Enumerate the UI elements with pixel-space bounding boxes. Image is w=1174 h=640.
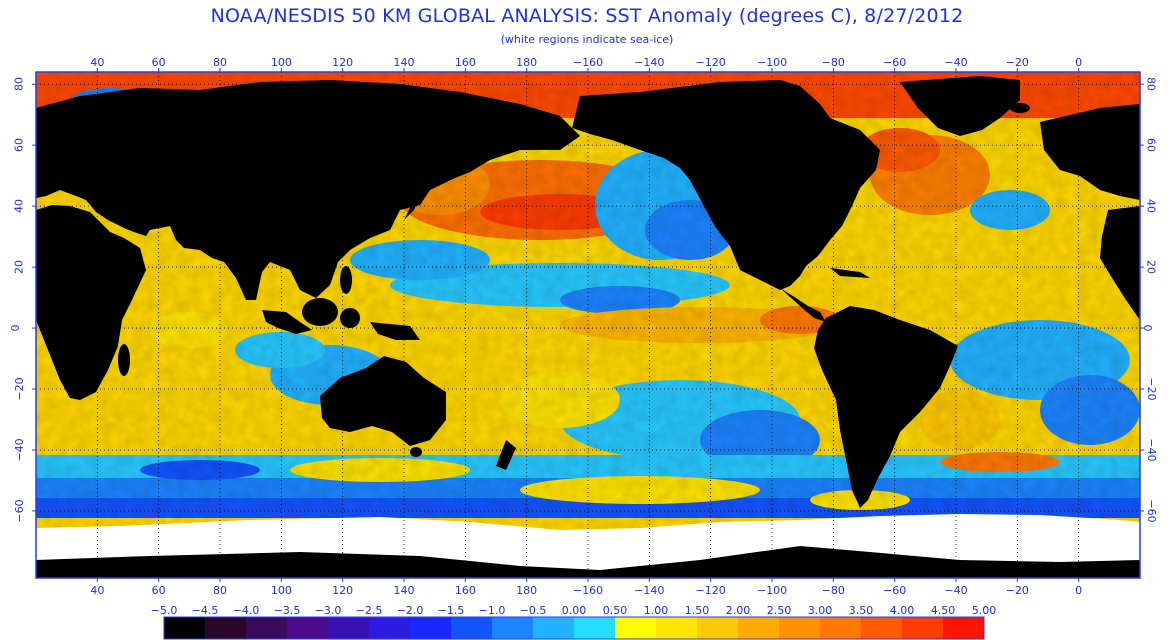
map-subtitle: (white regions indicate sea-ice) xyxy=(500,33,674,46)
colorbar-label: −4.5 xyxy=(191,604,219,617)
australia-land xyxy=(320,356,446,446)
top-lon-label: −20 xyxy=(1005,56,1029,69)
bottom-lon-label: 140 xyxy=(393,584,415,597)
colorbar-swatch xyxy=(451,617,493,639)
bottom-lon-label: 160 xyxy=(454,584,476,597)
bottom-lon-label: −120 xyxy=(695,584,726,597)
top-lon-label: −120 xyxy=(695,56,726,69)
top-lon-label: −140 xyxy=(634,56,665,69)
top-lon-label: 0 xyxy=(1075,56,1083,69)
colorbar-swatch xyxy=(820,617,862,639)
colorbar-swatch xyxy=(861,617,903,639)
colorbar-label: 4.00 xyxy=(889,604,915,617)
colorbar-swatch xyxy=(615,617,657,639)
colorbar-label: −3.5 xyxy=(273,604,301,617)
colorbar-label: 2.00 xyxy=(725,604,751,617)
colorbar-swatch xyxy=(205,617,247,639)
top-lon-label: −40 xyxy=(944,56,968,69)
colorbar-swatch xyxy=(656,617,698,639)
map-title: NOAA/NESDIS 50 KM GLOBAL ANALYSIS: SST A… xyxy=(210,5,964,27)
colorbar-swatch xyxy=(902,617,944,639)
bottom-lon-label: 0 xyxy=(1075,584,1083,597)
colorbar-swatch xyxy=(287,617,329,639)
colorbar-label: −5.0 xyxy=(150,604,178,617)
top-lon-label: 160 xyxy=(454,56,476,69)
colorbar-label: −2.5 xyxy=(355,604,383,617)
axis-ticks xyxy=(32,68,1144,582)
colorbar-swatch xyxy=(369,617,411,639)
bottom-lon-label: −160 xyxy=(572,584,604,597)
top-lon-label: 60 xyxy=(151,56,166,69)
colorbar-label: 2.50 xyxy=(766,604,792,617)
colorbar-swatch xyxy=(410,617,452,639)
top-lon-label: −60 xyxy=(883,56,907,69)
bottom-lon-label: 180 xyxy=(516,584,538,597)
colorbar-label: −0.5 xyxy=(519,604,547,617)
colorbar-label: −4.0 xyxy=(232,604,260,617)
map-field xyxy=(36,72,1140,578)
bottom-lon-label: −60 xyxy=(883,584,907,597)
greenland-land xyxy=(900,76,1020,136)
top-lon-label: 100 xyxy=(270,56,292,69)
africa-land xyxy=(36,205,146,400)
colorbar-frame xyxy=(163,616,985,640)
colorbar-swatch xyxy=(246,617,288,639)
bottom-lon-label: 100 xyxy=(270,584,292,597)
colorbar-label: −1.0 xyxy=(478,604,506,617)
colorbar-swatches xyxy=(163,616,985,640)
top-lon-label: 140 xyxy=(393,56,415,69)
top-lon-label: 80 xyxy=(213,56,227,69)
colorbar-swatch xyxy=(697,617,739,639)
bottom-lon-label: 80 xyxy=(213,584,227,597)
graticule xyxy=(36,72,1140,578)
colorbar-swatch xyxy=(328,617,370,639)
bottom-lon-label: 120 xyxy=(332,584,354,597)
colorbar-swatch xyxy=(574,617,616,639)
colorbar-swatch xyxy=(533,617,575,639)
top-lon-label: −100 xyxy=(756,56,788,69)
colorbar-swatch xyxy=(738,617,780,639)
top-lon-label: −80 xyxy=(821,56,845,69)
colorbar-label: 4.50 xyxy=(930,604,956,617)
bottom-lon-label: 60 xyxy=(151,584,166,597)
colorbar-swatch xyxy=(492,617,534,639)
colorbar-label: 1.00 xyxy=(643,604,669,617)
top-lon-label: 180 xyxy=(516,56,538,69)
colorbar-label: 3.00 xyxy=(807,604,833,617)
bottom-lon-label: 40 xyxy=(90,584,105,597)
colorbar-label: 3.50 xyxy=(848,604,874,617)
colorbar-label: −3.0 xyxy=(314,604,342,617)
bottom-lon-label: −140 xyxy=(634,584,665,597)
colorbar-swatch xyxy=(943,617,985,639)
top-lon-label: 40 xyxy=(90,56,105,69)
south-america-land xyxy=(814,306,958,508)
colorbar-label: −2.0 xyxy=(396,604,424,617)
colorbar-label: −1.5 xyxy=(437,604,465,617)
bottom-lon-label: −20 xyxy=(1005,584,1029,597)
colorbar-swatch xyxy=(164,617,206,639)
top-lon-label: 120 xyxy=(332,56,354,69)
colorbar-label: 5.00 xyxy=(971,604,997,617)
colorbar-label: 0.50 xyxy=(602,604,628,617)
bottom-lon-label: −100 xyxy=(756,584,788,597)
top-lon-label: −160 xyxy=(572,56,604,69)
colorbar-label: 1.50 xyxy=(684,604,710,617)
antarctica-land xyxy=(36,546,1140,578)
bottom-lon-label: −80 xyxy=(821,584,845,597)
eurasia-land xyxy=(36,80,580,300)
colorbar-swatch xyxy=(779,617,821,639)
bottom-lon-label: −40 xyxy=(944,584,968,597)
colorbar-label: 0.00 xyxy=(561,604,587,617)
